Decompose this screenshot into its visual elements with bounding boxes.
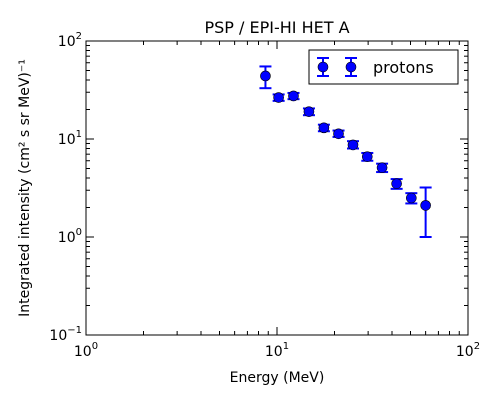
data-point [273,93,285,103]
y-axis-label: Integrated intensity (cm² s sr MeV)⁻¹ [17,59,33,317]
data-point [259,66,271,88]
y-tick-label: 101 [58,129,82,148]
data-marker [288,91,298,101]
data-marker [304,107,314,117]
x-axis-label: Energy (MeV) [230,370,325,386]
y-tick-label: 100 [58,227,82,246]
data-marker [334,129,344,139]
protons-series [259,66,431,237]
data-marker [377,163,387,173]
legend-dot [318,62,328,72]
data-point [318,123,330,133]
data-point [333,129,345,139]
data-point [347,140,359,150]
data-marker [260,71,270,81]
x-tick-label: 100 [74,341,98,360]
data-point [391,179,403,189]
data-marker [319,123,329,133]
y-tick-label: 102 [58,31,82,50]
x-tick-label: 102 [456,341,480,360]
legend-dot [346,62,356,72]
data-marker [348,140,358,150]
data-point [361,152,373,162]
chart-title: PSP / EPI-HI HET A [204,18,349,37]
data-marker [406,193,416,203]
plot-area-frame [86,41,468,335]
data-marker [274,93,284,103]
data-marker [392,179,402,189]
y-tick-label: 10−1 [49,325,82,344]
legend-label-protons: protons [373,58,434,77]
data-point [420,187,432,237]
data-point [376,163,388,173]
data-marker [362,152,372,162]
data-point [405,193,417,203]
data-marker [421,200,431,210]
data-point [303,107,315,117]
data-point [287,91,299,101]
x-tick-label: 101 [265,341,289,360]
axis-ticks [86,41,468,335]
legend: protons [309,50,458,84]
